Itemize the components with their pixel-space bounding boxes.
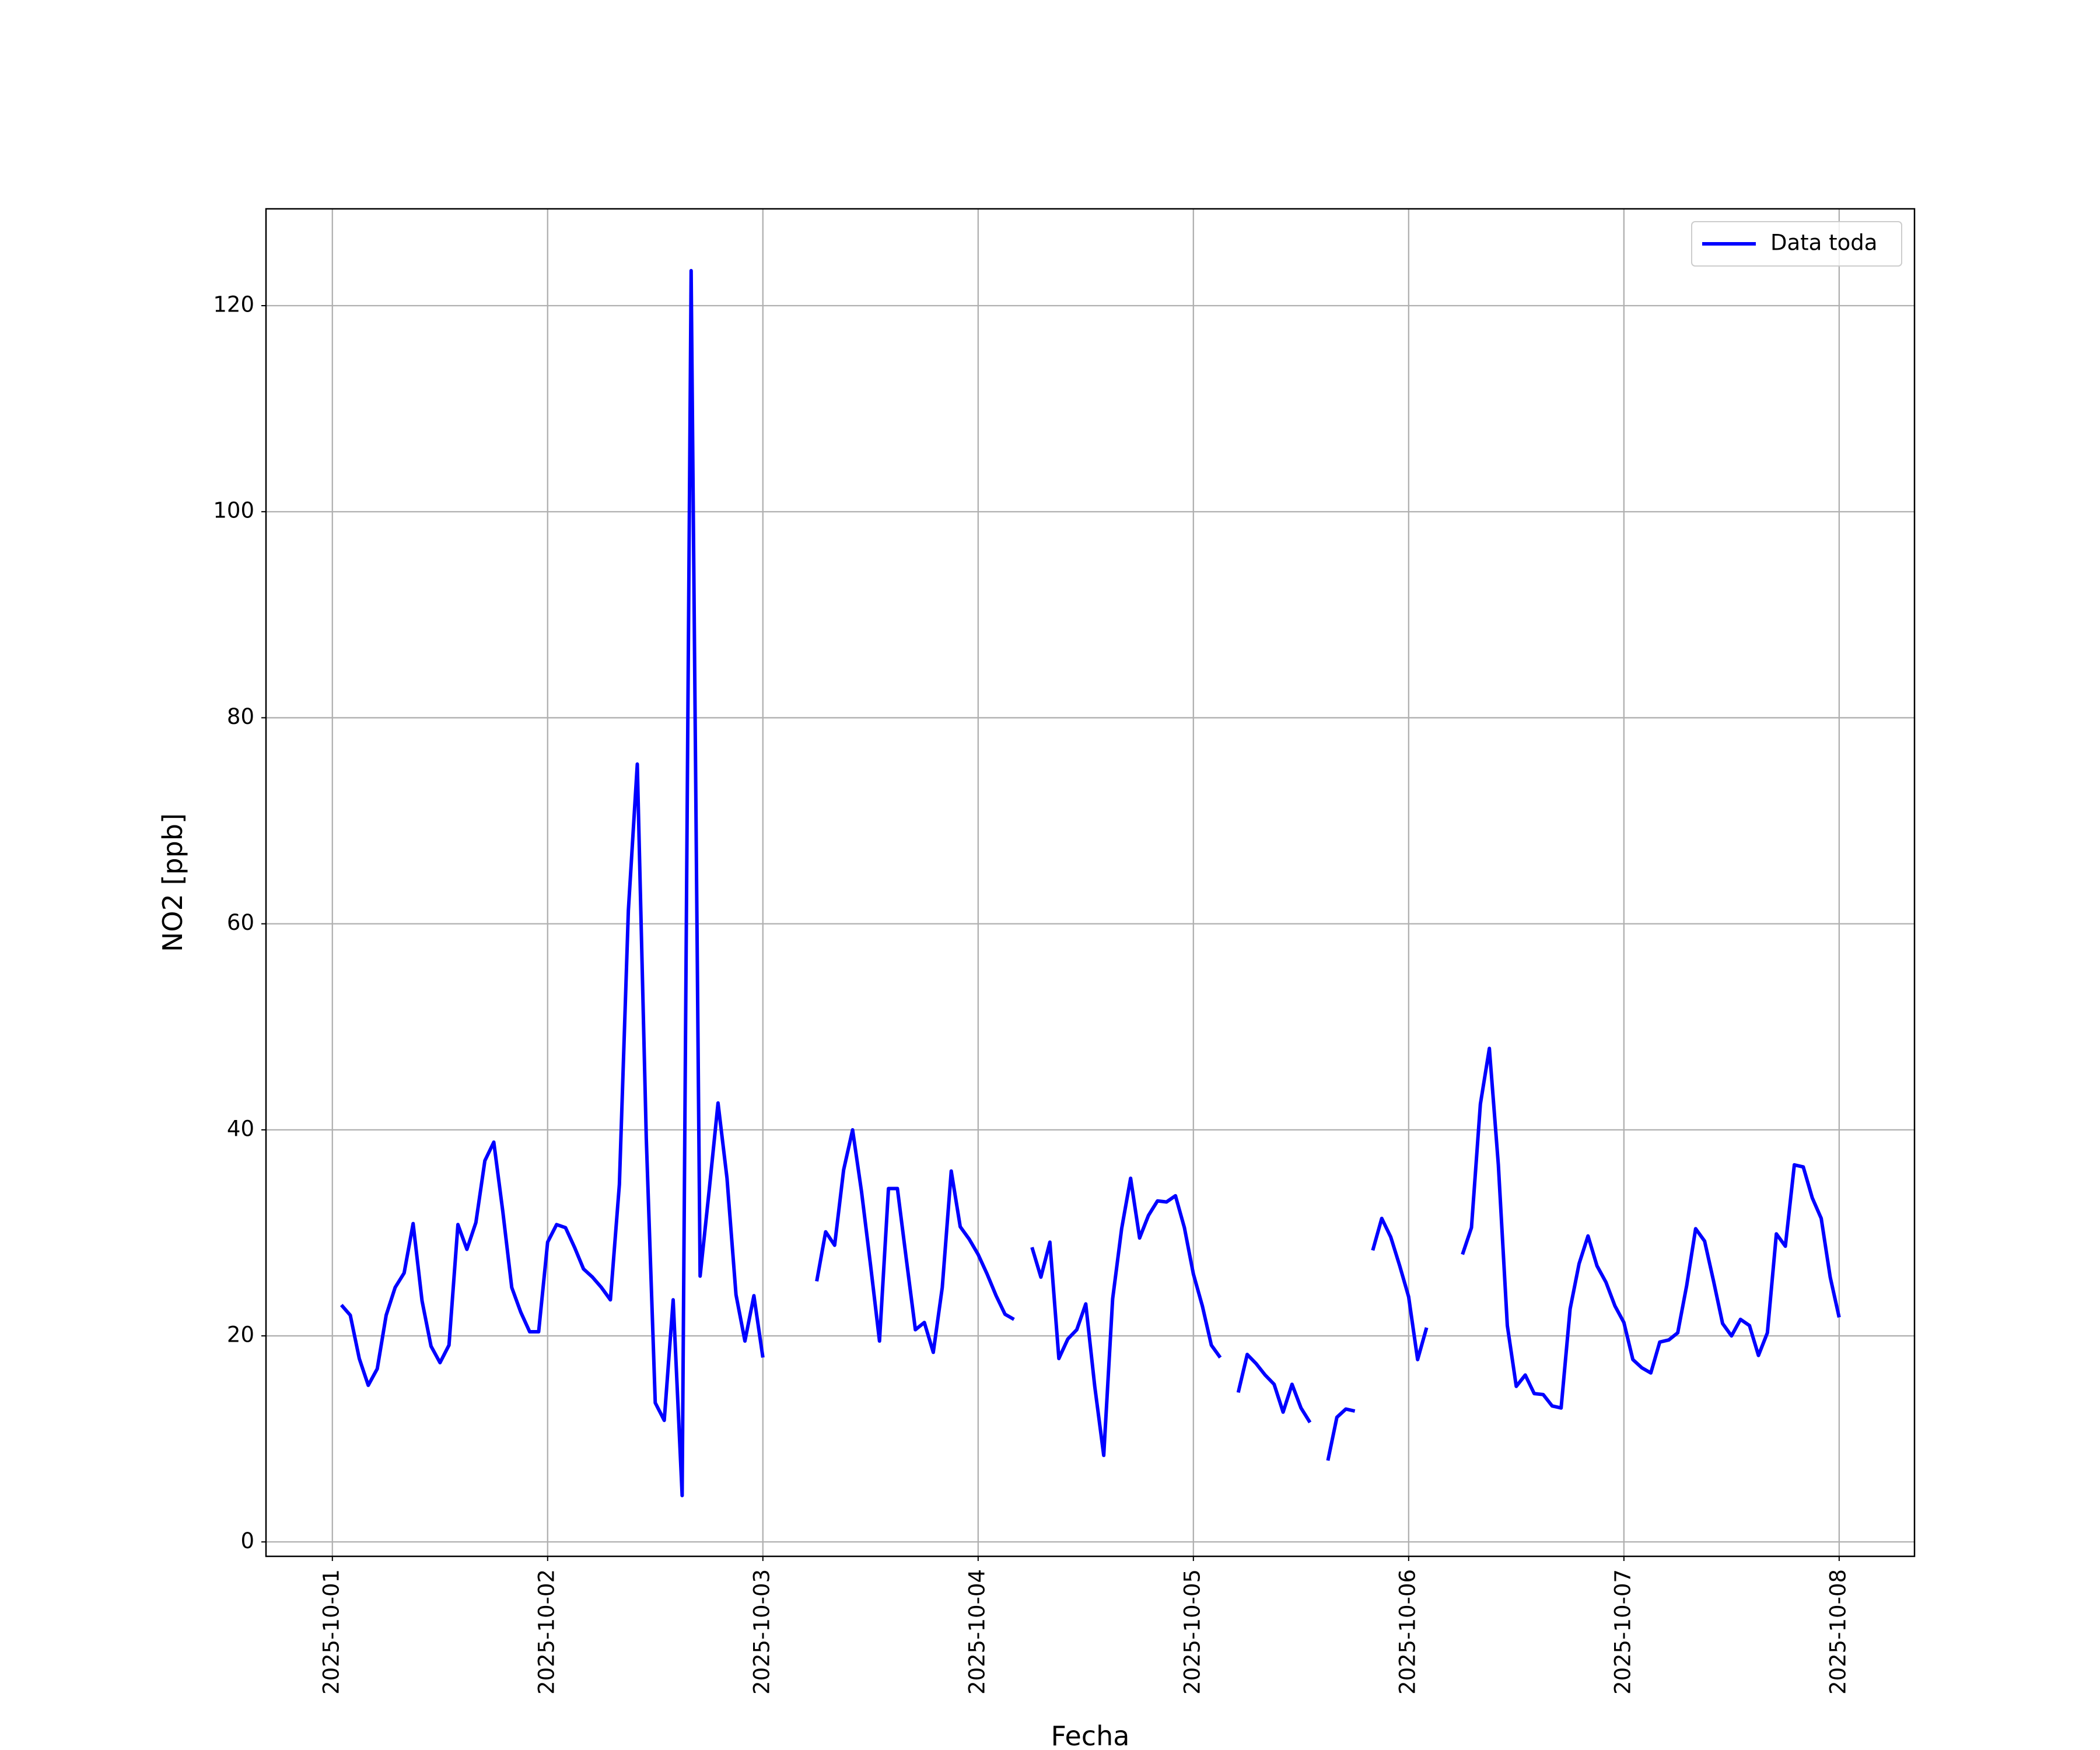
x-axis-label: Fecha: [1051, 1720, 1130, 1750]
y-tick-label: 100: [213, 498, 254, 523]
x-tick-label: 2025-10-02: [534, 1569, 559, 1695]
y-axis-label: NO2 [ppb]: [157, 813, 188, 952]
data-line: [1030, 1176, 1222, 1457]
data-line: [1371, 1216, 1429, 1362]
y-tick-label: 0: [240, 1528, 254, 1553]
x-tick-label: 2025-10-08: [1825, 1569, 1850, 1695]
legend: Data toda: [1691, 221, 1902, 267]
legend-label: Data toda: [1770, 230, 1877, 256]
y-tick-label: 80: [227, 704, 254, 729]
data-line: [1236, 1352, 1312, 1423]
y-tick-label: 120: [213, 292, 254, 317]
data-line: [1326, 1407, 1356, 1461]
x-tick-label: 2025-10-06: [1395, 1569, 1420, 1695]
x-tick-label: 2025-10-07: [1610, 1569, 1635, 1695]
x-tick-label: 2025-10-03: [749, 1569, 774, 1695]
x-tick-label: 2025-10-05: [1180, 1569, 1205, 1695]
y-tick-label: 20: [227, 1322, 254, 1348]
data-line: [815, 1128, 1015, 1354]
y-tick-label: 40: [227, 1116, 254, 1141]
data-line: [1461, 1046, 1841, 1410]
y-tick-label: 60: [227, 910, 254, 935]
data-line: [340, 269, 765, 1497]
legend-box: [1691, 221, 1902, 267]
x-tick-label: 2025-10-04: [964, 1569, 989, 1695]
plot-frame: [265, 208, 1916, 1558]
x-tick-label: 2025-10-01: [318, 1569, 344, 1695]
